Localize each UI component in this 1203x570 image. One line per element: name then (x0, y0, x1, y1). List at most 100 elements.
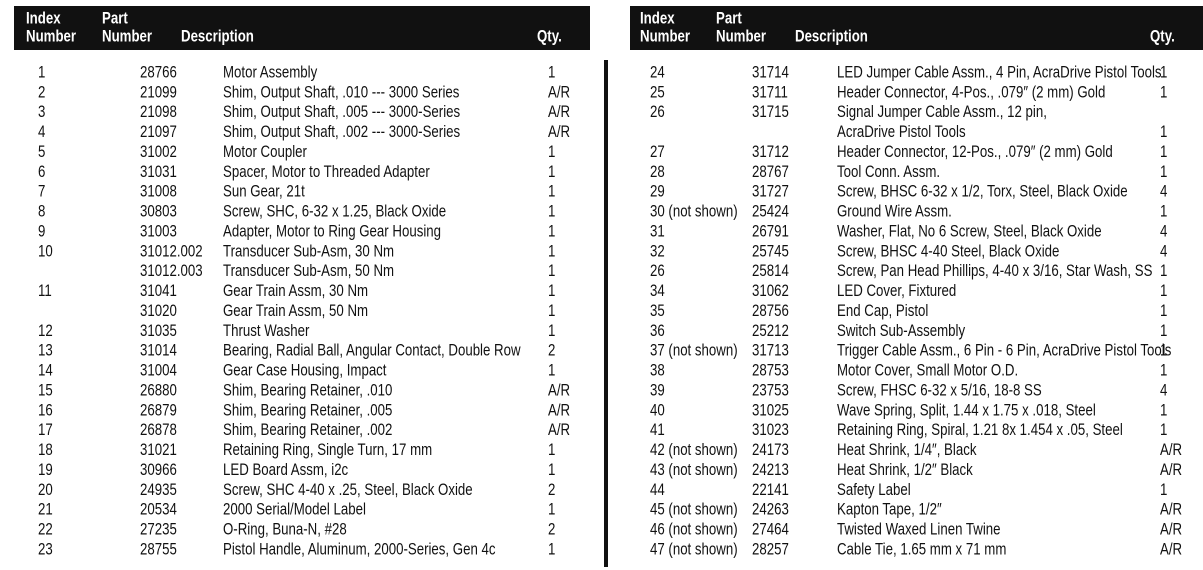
qty: 1 (548, 361, 555, 380)
part-number: 25745 (752, 242, 789, 261)
qty: A/R (548, 421, 570, 440)
part-number: 31713 (752, 341, 789, 360)
index-number: 20 (38, 480, 53, 499)
header-qty: Qty. (537, 27, 562, 46)
index-number: 9 (38, 222, 45, 241)
qty: 4 (1160, 381, 1168, 400)
description: Header Connector, 4-Pos., .079″ (2 mm) G… (837, 83, 1105, 102)
part-number: 31062 (752, 282, 789, 301)
description: AcraDrive Pistol Tools (837, 123, 966, 142)
qty: 2 (548, 520, 555, 539)
index-number: 2 (38, 83, 45, 102)
qty: A/R (548, 401, 570, 420)
index-number: 43 (not shown) (650, 460, 738, 479)
qty: 1 (1160, 262, 1167, 281)
header-part: Number (102, 27, 152, 46)
description: Motor Coupler (223, 142, 307, 161)
qty: 1 (548, 242, 555, 261)
part-number: 31020 (140, 301, 177, 320)
qty: 1 (1160, 301, 1167, 320)
qty: 1 (548, 63, 555, 82)
index-number: 15 (38, 381, 53, 400)
qty: 1 (1160, 63, 1167, 82)
description: Pistol Handle, Aluminum, 2000-Series, Ge… (223, 540, 496, 559)
description: Kapton Tape, 1/2″ (837, 500, 942, 519)
index-number: 42 (not shown) (650, 441, 738, 460)
index-number: 31 (650, 222, 665, 241)
description: LED Cover, Fixtured (837, 282, 956, 301)
qty: 1 (548, 500, 555, 519)
index-number: 32 (650, 242, 665, 261)
part-number: 31715 (752, 103, 789, 122)
description: Screw, SHC 4-40 x .25, Steel, Black Oxid… (223, 480, 473, 499)
description: Cable Tie, 1.65 mm x 71 mm (837, 540, 1006, 559)
part-number: 24213 (752, 460, 789, 479)
description: Signal Jumper Cable Assm., 12 pin, (837, 103, 1047, 122)
qty: 1 (1160, 341, 1167, 360)
description: Spacer, Motor to Threaded Adapter (223, 162, 430, 181)
part-number: 31041 (140, 282, 177, 301)
header-bar (630, 6, 1203, 50)
index-number: 38 (650, 361, 665, 380)
description: Transducer Sub-Asm, 30 Nm (223, 242, 394, 261)
index-number: 44 (650, 480, 665, 499)
description: Header Connector, 12-Pos., .079″ (2 mm) … (837, 142, 1113, 161)
part-number: 28766 (140, 63, 177, 82)
index-number: 27 (650, 142, 665, 161)
index-number: 7 (38, 182, 45, 201)
index-number: 1 (38, 63, 45, 82)
header-part: Number (716, 27, 766, 46)
divider (604, 60, 608, 567)
index-number: 46 (not shown) (650, 520, 738, 539)
qty: 1 (1160, 202, 1167, 221)
part-number: 21098 (140, 103, 177, 122)
part-number: 25814 (752, 262, 789, 281)
qty: 1 (548, 321, 555, 340)
index-number: 5 (38, 142, 45, 161)
description: Washer, Flat, No 6 Screw, Steel, Black O… (837, 222, 1102, 241)
qty: A/R (1160, 460, 1182, 479)
part-number: 30803 (140, 202, 177, 221)
description: Shim, Output Shaft, .010 --- 3000 Series (223, 83, 460, 102)
qty: A/R (548, 381, 570, 400)
qty: 4 (1160, 182, 1168, 201)
description: Screw, BHSC 4-40 Steel, Black Oxide (837, 242, 1059, 261)
index-number: 3 (38, 103, 45, 122)
index-number: 4 (38, 123, 46, 142)
qty: A/R (548, 103, 570, 122)
part-number: 26879 (140, 401, 177, 420)
part-number: 28753 (752, 361, 789, 380)
part-number: 31711 (752, 83, 788, 102)
index-number: 35 (650, 301, 665, 320)
qty: 1 (548, 182, 555, 201)
index-number: 29 (650, 182, 665, 201)
description: End Cap, Pistol (837, 301, 928, 320)
header-part: Part (716, 9, 742, 28)
description: Wave Spring, Split, 1.44 x 1.75 x .018, … (837, 401, 1096, 420)
description: O-Ring, Buna-N, #28 (223, 520, 347, 539)
qty: 4 (1160, 242, 1168, 261)
part-number: 31021 (140, 441, 177, 460)
index-number: 45 (not shown) (650, 500, 738, 519)
index-number: 47 (not shown) (650, 540, 738, 559)
index-number: 26 (650, 262, 665, 281)
index-number: 19 (38, 460, 53, 479)
description: LED Board Assm, i2c (223, 460, 349, 479)
description: Sun Gear, 21t (223, 182, 305, 201)
description: Shim, Bearing Retainer, .005 (223, 401, 392, 420)
part-number: 31014 (140, 341, 177, 360)
description: Screw, FHSC 6-32 x 5/16, 18-8 SS (837, 381, 1042, 400)
index-number: 13 (38, 341, 53, 360)
index-number: 37 (not shown) (650, 341, 738, 360)
description: Screw, SHC, 6-32 x 1.25, Black Oxide (223, 202, 446, 221)
part-number: 31712 (752, 142, 789, 161)
qty: 1 (548, 301, 555, 320)
qty: 1 (1160, 321, 1167, 340)
part-number: 27235 (140, 520, 177, 539)
header-description: Description (181, 27, 254, 46)
qty: 1 (548, 441, 555, 460)
description: Switch Sub-Assembly (837, 321, 965, 340)
part-number: 22141 (752, 480, 789, 499)
index-number: 17 (38, 421, 53, 440)
